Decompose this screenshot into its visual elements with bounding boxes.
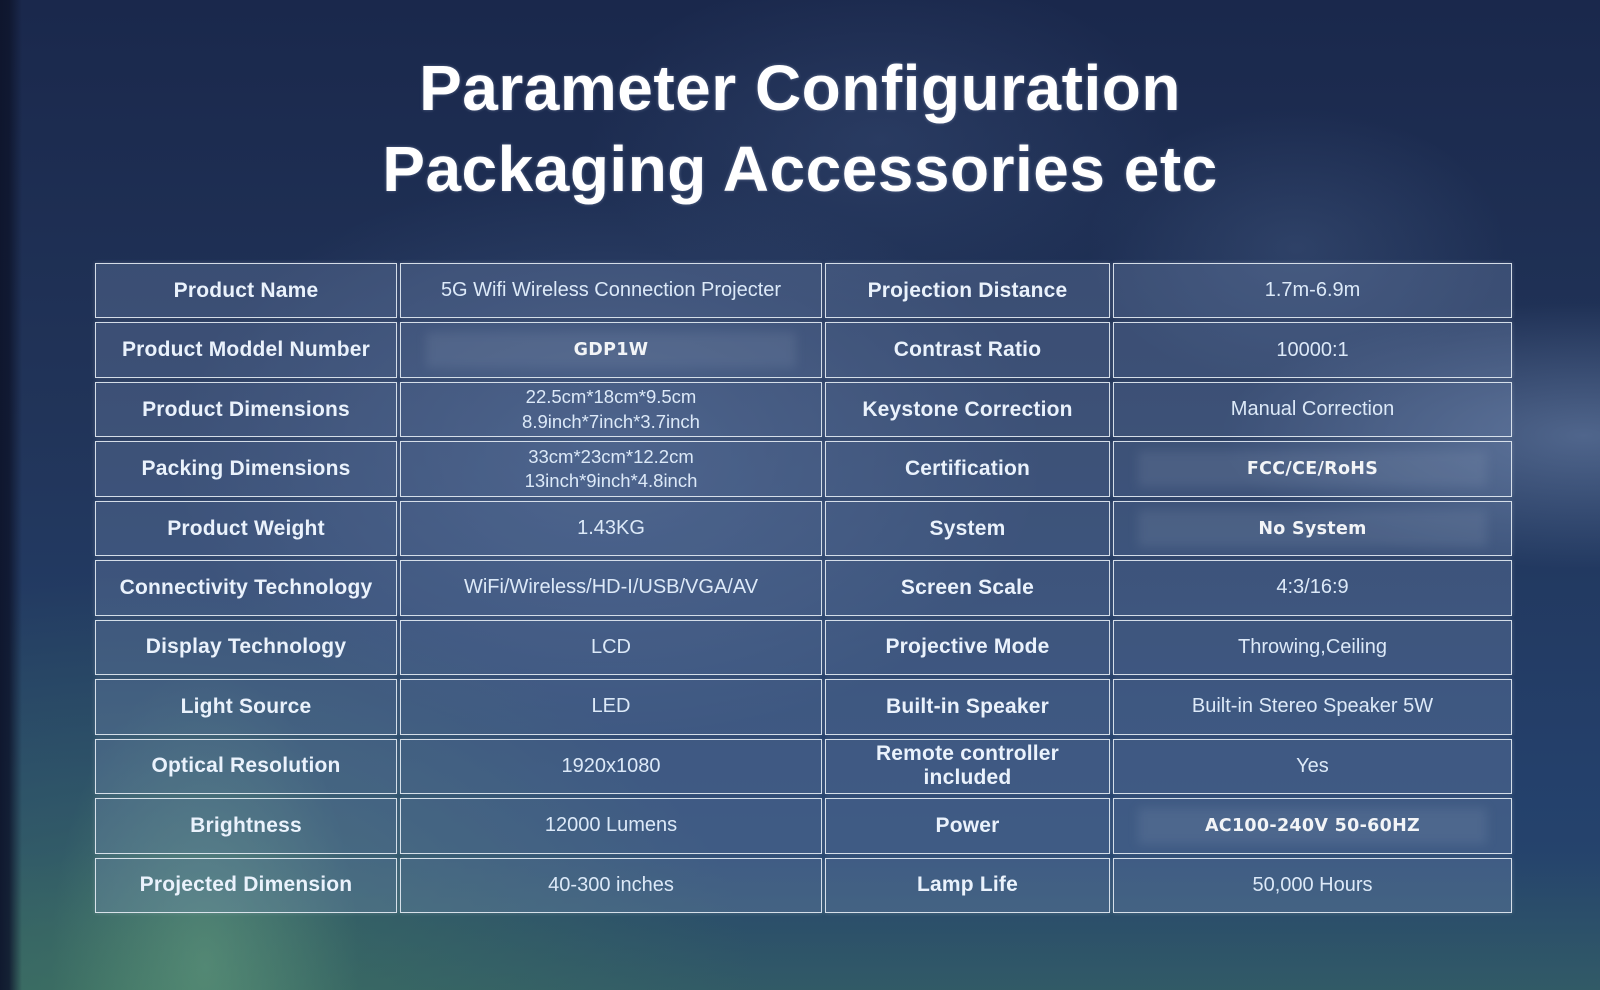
spec-value: 1920x1080 <box>400 738 822 795</box>
spec-label: System <box>825 500 1110 557</box>
page-title: Parameter Configuration Packaging Access… <box>0 48 1600 211</box>
spec-label: Packing Dimensions <box>95 441 397 497</box>
spec-label: Keystone Correction <box>825 381 1110 438</box>
spec-value: 5G Wifi Wireless Connection Projecter <box>400 263 822 319</box>
spec-label: Certification <box>825 441 1110 497</box>
spec-table: Product Name 5G Wifi Wireless Connection… <box>95 263 1512 913</box>
spec-label: Optical Resolution <box>95 738 397 795</box>
spec-label: Lamp Life <box>825 857 1110 913</box>
spec-value: 50,000 Hours <box>1113 857 1512 913</box>
spec-label: Projective Mode <box>825 619 1110 676</box>
spec-label: Screen Scale <box>825 560 1110 616</box>
spec-value: GDP1W <box>400 322 822 378</box>
page-title-line-1: Parameter Configuration <box>419 52 1181 124</box>
spec-value: 1.7m-6.9m <box>1113 263 1512 319</box>
spec-value: LED <box>400 679 822 735</box>
spec-value: 40-300 inches <box>400 857 822 913</box>
spec-label: Product Moddel Number <box>95 322 397 378</box>
spec-value: 10000:1 <box>1113 322 1512 378</box>
spec-value: Yes <box>1113 738 1512 795</box>
spec-label: Product Name <box>95 263 397 319</box>
spec-value: 33cm*23cm*12.2cm 13inch*9inch*4.8inch <box>400 441 822 497</box>
spec-value: LCD <box>400 619 822 676</box>
spec-label: Connectivity Technology <box>95 560 397 616</box>
spec-value: Manual Correction <box>1113 381 1512 438</box>
spec-value: WiFi/Wireless/HD-I/USB/VGA/AV <box>400 560 822 616</box>
spec-value: AC100-240V 50-60HZ <box>1113 798 1512 854</box>
spec-label: Product Weight <box>95 500 397 557</box>
spec-value: 4:3/16:9 <box>1113 560 1512 616</box>
spec-label: Projection Distance <box>825 263 1110 319</box>
spec-label: Product Dimensions <box>95 381 397 438</box>
spec-value: 22.5cm*18cm*9.5cm 8.9inch*7inch*3.7inch <box>400 381 822 438</box>
spec-label: Remote controller included <box>825 738 1110 795</box>
spec-value: FCC/CE/RoHS <box>1113 441 1512 497</box>
spec-label: Power <box>825 798 1110 854</box>
spec-value: Built-in Stereo Speaker 5W <box>1113 679 1512 735</box>
spec-value: 1.43KG <box>400 500 822 557</box>
spec-label: Display Technology <box>95 619 397 676</box>
spec-value: 12000 Lumens <box>400 798 822 854</box>
spec-value: Throwing,Ceiling <box>1113 619 1512 676</box>
page-title-line-2: Packaging Accessories etc <box>382 133 1218 206</box>
spec-value: No System <box>1113 500 1512 557</box>
spec-label: Contrast Ratio <box>825 322 1110 378</box>
spec-label: Light Source <box>95 679 397 735</box>
spec-label: Projected Dimension <box>95 857 397 913</box>
spec-label: Built-in Speaker <box>825 679 1110 735</box>
spec-label: Brightness <box>95 798 397 854</box>
